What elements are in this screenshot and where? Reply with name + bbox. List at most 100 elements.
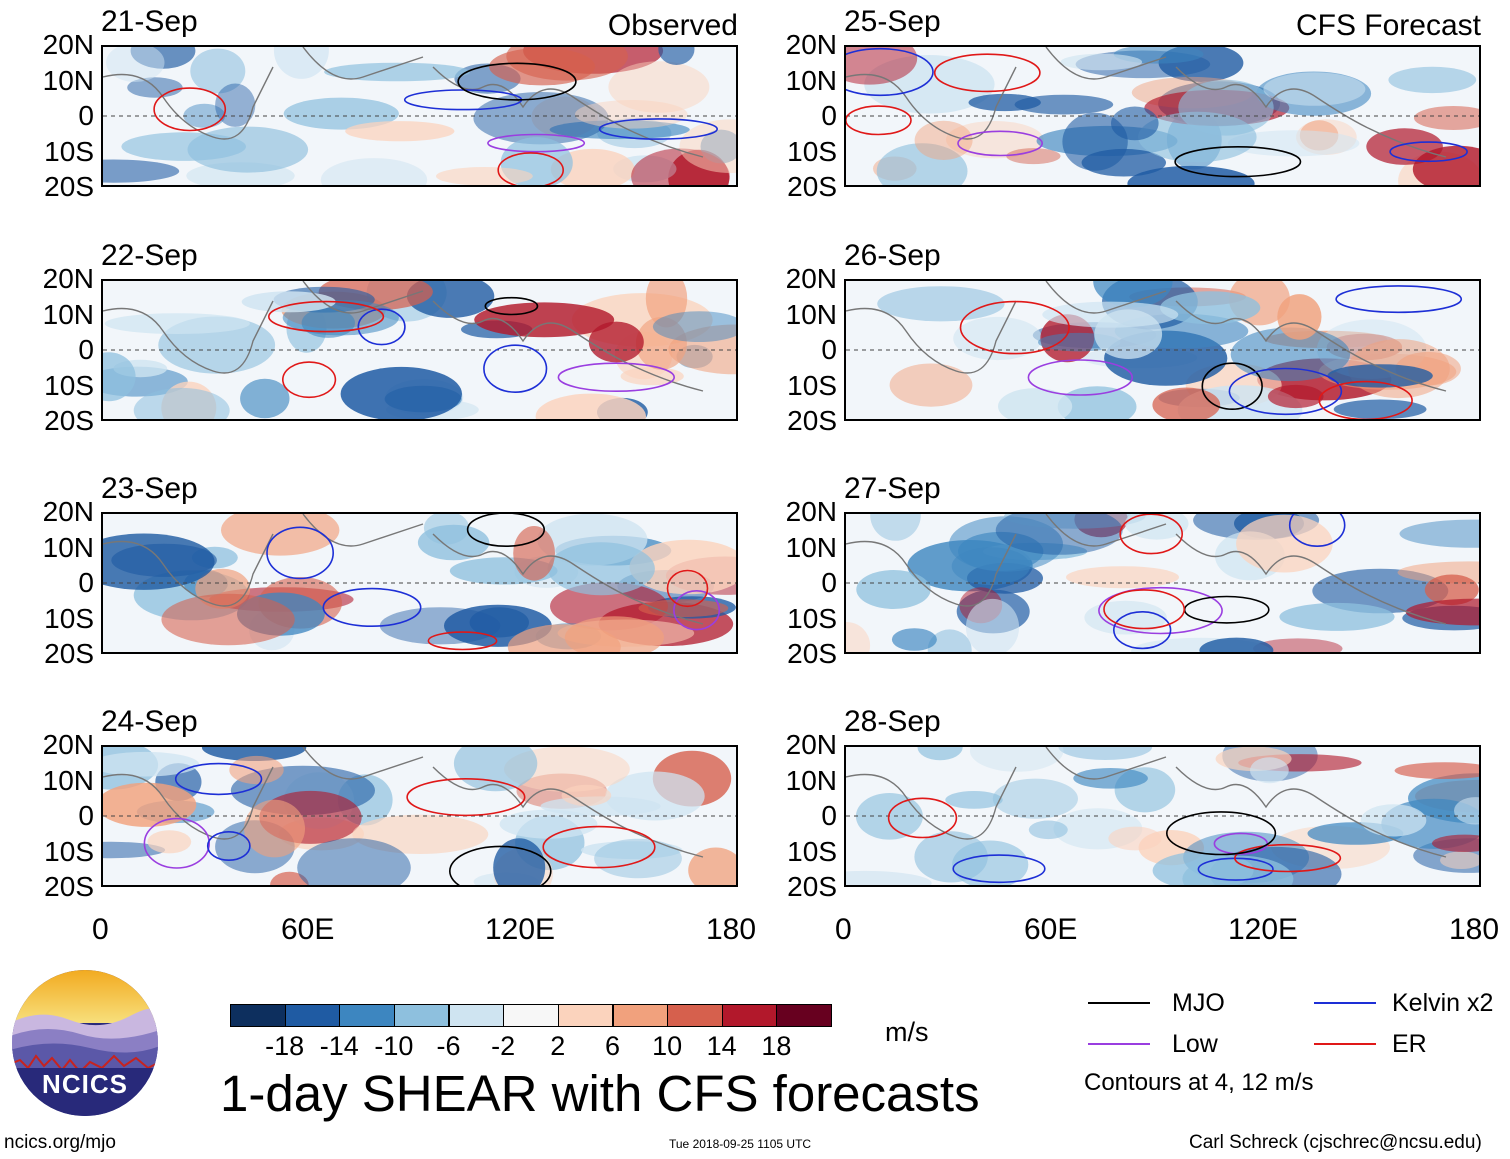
shear-blob bbox=[870, 514, 921, 541]
shear-blob bbox=[1111, 106, 1159, 141]
ncics-logo: NCICS bbox=[10, 968, 160, 1118]
colorbar-tick-label: 2 bbox=[550, 1031, 566, 1061]
colorbar-swatch bbox=[667, 1004, 723, 1027]
shear-blob bbox=[1454, 797, 1479, 825]
colorbar-units: m/s bbox=[885, 1017, 929, 1047]
lat-label-20n-p6: 20N bbox=[785, 263, 837, 294]
shear-blob bbox=[1060, 53, 1143, 71]
er-contour bbox=[268, 300, 385, 333]
shear-blob bbox=[297, 838, 411, 885]
lat-label-20s-p3: 20S bbox=[44, 638, 94, 669]
shear-blob bbox=[877, 286, 1005, 322]
coastline bbox=[103, 47, 704, 158]
shear-blob bbox=[221, 514, 340, 556]
colorbar-tick-label: -18 bbox=[265, 1031, 305, 1061]
mjo-contour bbox=[484, 296, 539, 316]
lat-label-20n-p3: 20N bbox=[42, 496, 94, 527]
shear-blob bbox=[995, 514, 1123, 555]
colorbar-swatch bbox=[284, 1004, 341, 1027]
panel-date-7: 27-Sep bbox=[844, 472, 941, 505]
colorbar-swatch bbox=[721, 1004, 778, 1027]
shear-map-4 bbox=[101, 745, 738, 887]
lat-label-20s-p6: 20S bbox=[787, 405, 837, 436]
shear-blob bbox=[1267, 384, 1324, 409]
shear-blob bbox=[629, 539, 736, 595]
lat-label-0-p3: 0 bbox=[78, 567, 94, 598]
kelvin-contour bbox=[1197, 857, 1274, 881]
shear-blob bbox=[283, 97, 399, 130]
low-contour bbox=[143, 817, 211, 869]
shear-field-3 bbox=[103, 514, 736, 652]
low-contour bbox=[957, 130, 1044, 157]
lat-label-20n-p4: 20N bbox=[42, 729, 94, 760]
shear-blob bbox=[1093, 281, 1173, 308]
shear-blob bbox=[1004, 514, 1146, 529]
lat-label-20s-p7: 20S bbox=[787, 638, 837, 669]
shear-blob bbox=[645, 281, 688, 328]
footer-url[interactable]: ncics.org/mjo bbox=[4, 1132, 116, 1153]
shear-blob bbox=[605, 771, 705, 821]
low-contour bbox=[487, 133, 586, 153]
shear-blob bbox=[945, 791, 1003, 809]
shear-blob bbox=[1360, 804, 1427, 837]
shear-blob bbox=[1366, 128, 1443, 165]
lon-label-0-left: 0 bbox=[92, 913, 109, 946]
lat-label-20n-p7: 20N bbox=[785, 496, 837, 527]
shear-blob bbox=[564, 616, 664, 652]
lon-label-120e-left: 120E bbox=[485, 913, 556, 946]
panel-source-label-1: Observed bbox=[607, 9, 738, 42]
shear-field-2 bbox=[103, 281, 736, 419]
lat-label-10n-p7: 10N bbox=[785, 531, 837, 563]
lat-label-10s-p6: 10S bbox=[787, 369, 837, 401]
shear-blob bbox=[103, 533, 215, 590]
panel-date-1: 21-Sep bbox=[101, 5, 198, 38]
shear-blob bbox=[1279, 602, 1395, 631]
colorbar-tick-label: -2 bbox=[491, 1031, 516, 1061]
shear-blob bbox=[1127, 165, 1255, 185]
shear-map-3 bbox=[101, 512, 738, 654]
shear-map-5 bbox=[844, 45, 1481, 187]
shear-blob bbox=[876, 143, 968, 185]
lat-label-10n-p5: 10N bbox=[785, 64, 837, 96]
shear-blob bbox=[550, 582, 668, 631]
shear-blob bbox=[969, 747, 1064, 772]
mjo-contour bbox=[449, 845, 552, 885]
shear-blob bbox=[103, 782, 197, 827]
legend-label-kelvin: Kelvin x2 bbox=[1392, 989, 1494, 1017]
lat-label-0-p8: 0 bbox=[821, 800, 837, 831]
coastline bbox=[846, 47, 1447, 158]
coastline bbox=[846, 514, 1447, 625]
shear-field-8 bbox=[846, 747, 1479, 885]
colorbar-swatch bbox=[776, 1004, 832, 1027]
shear-blob bbox=[183, 103, 226, 128]
panel-date-8: 28-Sep bbox=[844, 705, 941, 738]
shear-blob bbox=[952, 840, 1029, 885]
mjo-contour bbox=[1174, 145, 1302, 178]
panel-date-5: 25-Sep bbox=[844, 5, 941, 38]
footer-credit: Carl Schreck (cjschrec@ncsu.edu) bbox=[1189, 1132, 1482, 1153]
footer-timestamp: Tue 2018-09-25 1105 UTC bbox=[669, 1137, 812, 1151]
legend-note: Contours at 4, 12 m/s bbox=[1084, 1069, 1314, 1096]
kelvin-contour bbox=[483, 344, 548, 393]
er-contour bbox=[427, 631, 498, 651]
lat-label-20s-p5: 20S bbox=[787, 171, 837, 202]
shear-blob bbox=[474, 302, 615, 338]
shear-blob bbox=[1388, 66, 1477, 94]
shear-blob bbox=[1253, 638, 1343, 652]
shear-blob bbox=[968, 93, 1041, 112]
colorbar-tick-label: -14 bbox=[319, 1031, 359, 1061]
colorbar-swatch bbox=[230, 1004, 286, 1027]
er-contour bbox=[933, 53, 1041, 93]
lat-label-10s-p5: 10S bbox=[787, 135, 837, 167]
shear-blob bbox=[891, 628, 937, 651]
lon-label-60e-left: 60E bbox=[281, 913, 335, 946]
shear-blob bbox=[1199, 637, 1274, 652]
shear-blob bbox=[846, 870, 932, 885]
kelvin-contour bbox=[846, 47, 934, 97]
lat-label-10n-p4: 10N bbox=[42, 764, 94, 796]
shear-blob bbox=[965, 598, 1020, 652]
legend-label-low: Low bbox=[1172, 1030, 1218, 1058]
shear-blob bbox=[106, 47, 165, 82]
shear-blob bbox=[273, 47, 329, 79]
shear-blob bbox=[998, 388, 1073, 419]
